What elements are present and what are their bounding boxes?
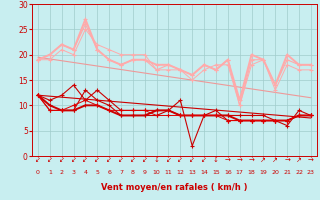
X-axis label: Vent moyen/en rafales ( km/h ): Vent moyen/en rafales ( km/h ) <box>101 183 248 192</box>
